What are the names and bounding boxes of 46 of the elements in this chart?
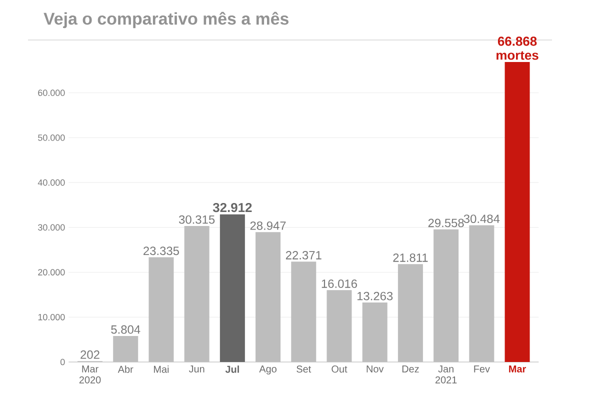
x-tick-label: Set — [296, 366, 312, 373]
bar — [362, 302, 388, 362]
y-tick-label: 30.000 — [38, 224, 65, 231]
x-tick-label: Abr — [118, 366, 134, 373]
data-label: 30.315 — [178, 215, 215, 224]
bar — [256, 232, 281, 362]
chart-title: Veja o comparativo mês a mês — [44, 12, 288, 28]
x-tick-label: Ago — [259, 366, 276, 374]
x-tick-label: Out — [332, 366, 348, 373]
bar — [326, 290, 352, 362]
data-label: 202 — [80, 350, 100, 359]
bar — [291, 262, 316, 362]
bar — [398, 264, 423, 362]
data-label: 66.868 mortes — [496, 36, 538, 60]
x-tick-label: Nov — [366, 366, 384, 372]
data-label: 29.558 — [428, 218, 464, 228]
bar — [469, 225, 494, 362]
x-tick-label: Mai — [154, 366, 169, 373]
y-tick-label: 50.000 — [38, 134, 65, 141]
data-label: 23.335 — [144, 246, 179, 256]
y-tick-label: 40.000 — [38, 179, 65, 186]
y-tick-label: 0 — [60, 358, 65, 366]
y-tick-label: 60.000 — [38, 90, 65, 96]
data-label: 21.811 — [393, 253, 428, 262]
data-label: 5.804 — [111, 325, 140, 334]
bar — [504, 62, 530, 362]
data-label: 30.484 — [464, 214, 500, 224]
y-tick-label: 10.000 — [38, 314, 65, 320]
bar — [434, 229, 459, 362]
x-tick-label: Fev — [474, 366, 490, 372]
data-label: 13.263 — [357, 292, 393, 300]
bar — [113, 336, 138, 362]
x-tick-label: Mar 2020 — [79, 366, 101, 384]
data-label: 22.371 — [286, 250, 322, 260]
y-tick-label: 20.000 — [38, 269, 65, 276]
x-tick-label: Mar — [509, 366, 526, 372]
data-label: 16.016 — [322, 279, 358, 288]
bar — [184, 226, 210, 362]
x-tick-label: Jul — [225, 366, 239, 373]
data-label: 28.947 — [250, 221, 286, 230]
bar — [220, 214, 245, 362]
x-tick-label: Jan 2021 — [435, 366, 457, 384]
bar — [148, 257, 174, 362]
x-tick-label: Dez — [402, 366, 419, 372]
x-tick-label: Jun — [188, 366, 204, 372]
data-label: 32.912 — [212, 202, 252, 212]
